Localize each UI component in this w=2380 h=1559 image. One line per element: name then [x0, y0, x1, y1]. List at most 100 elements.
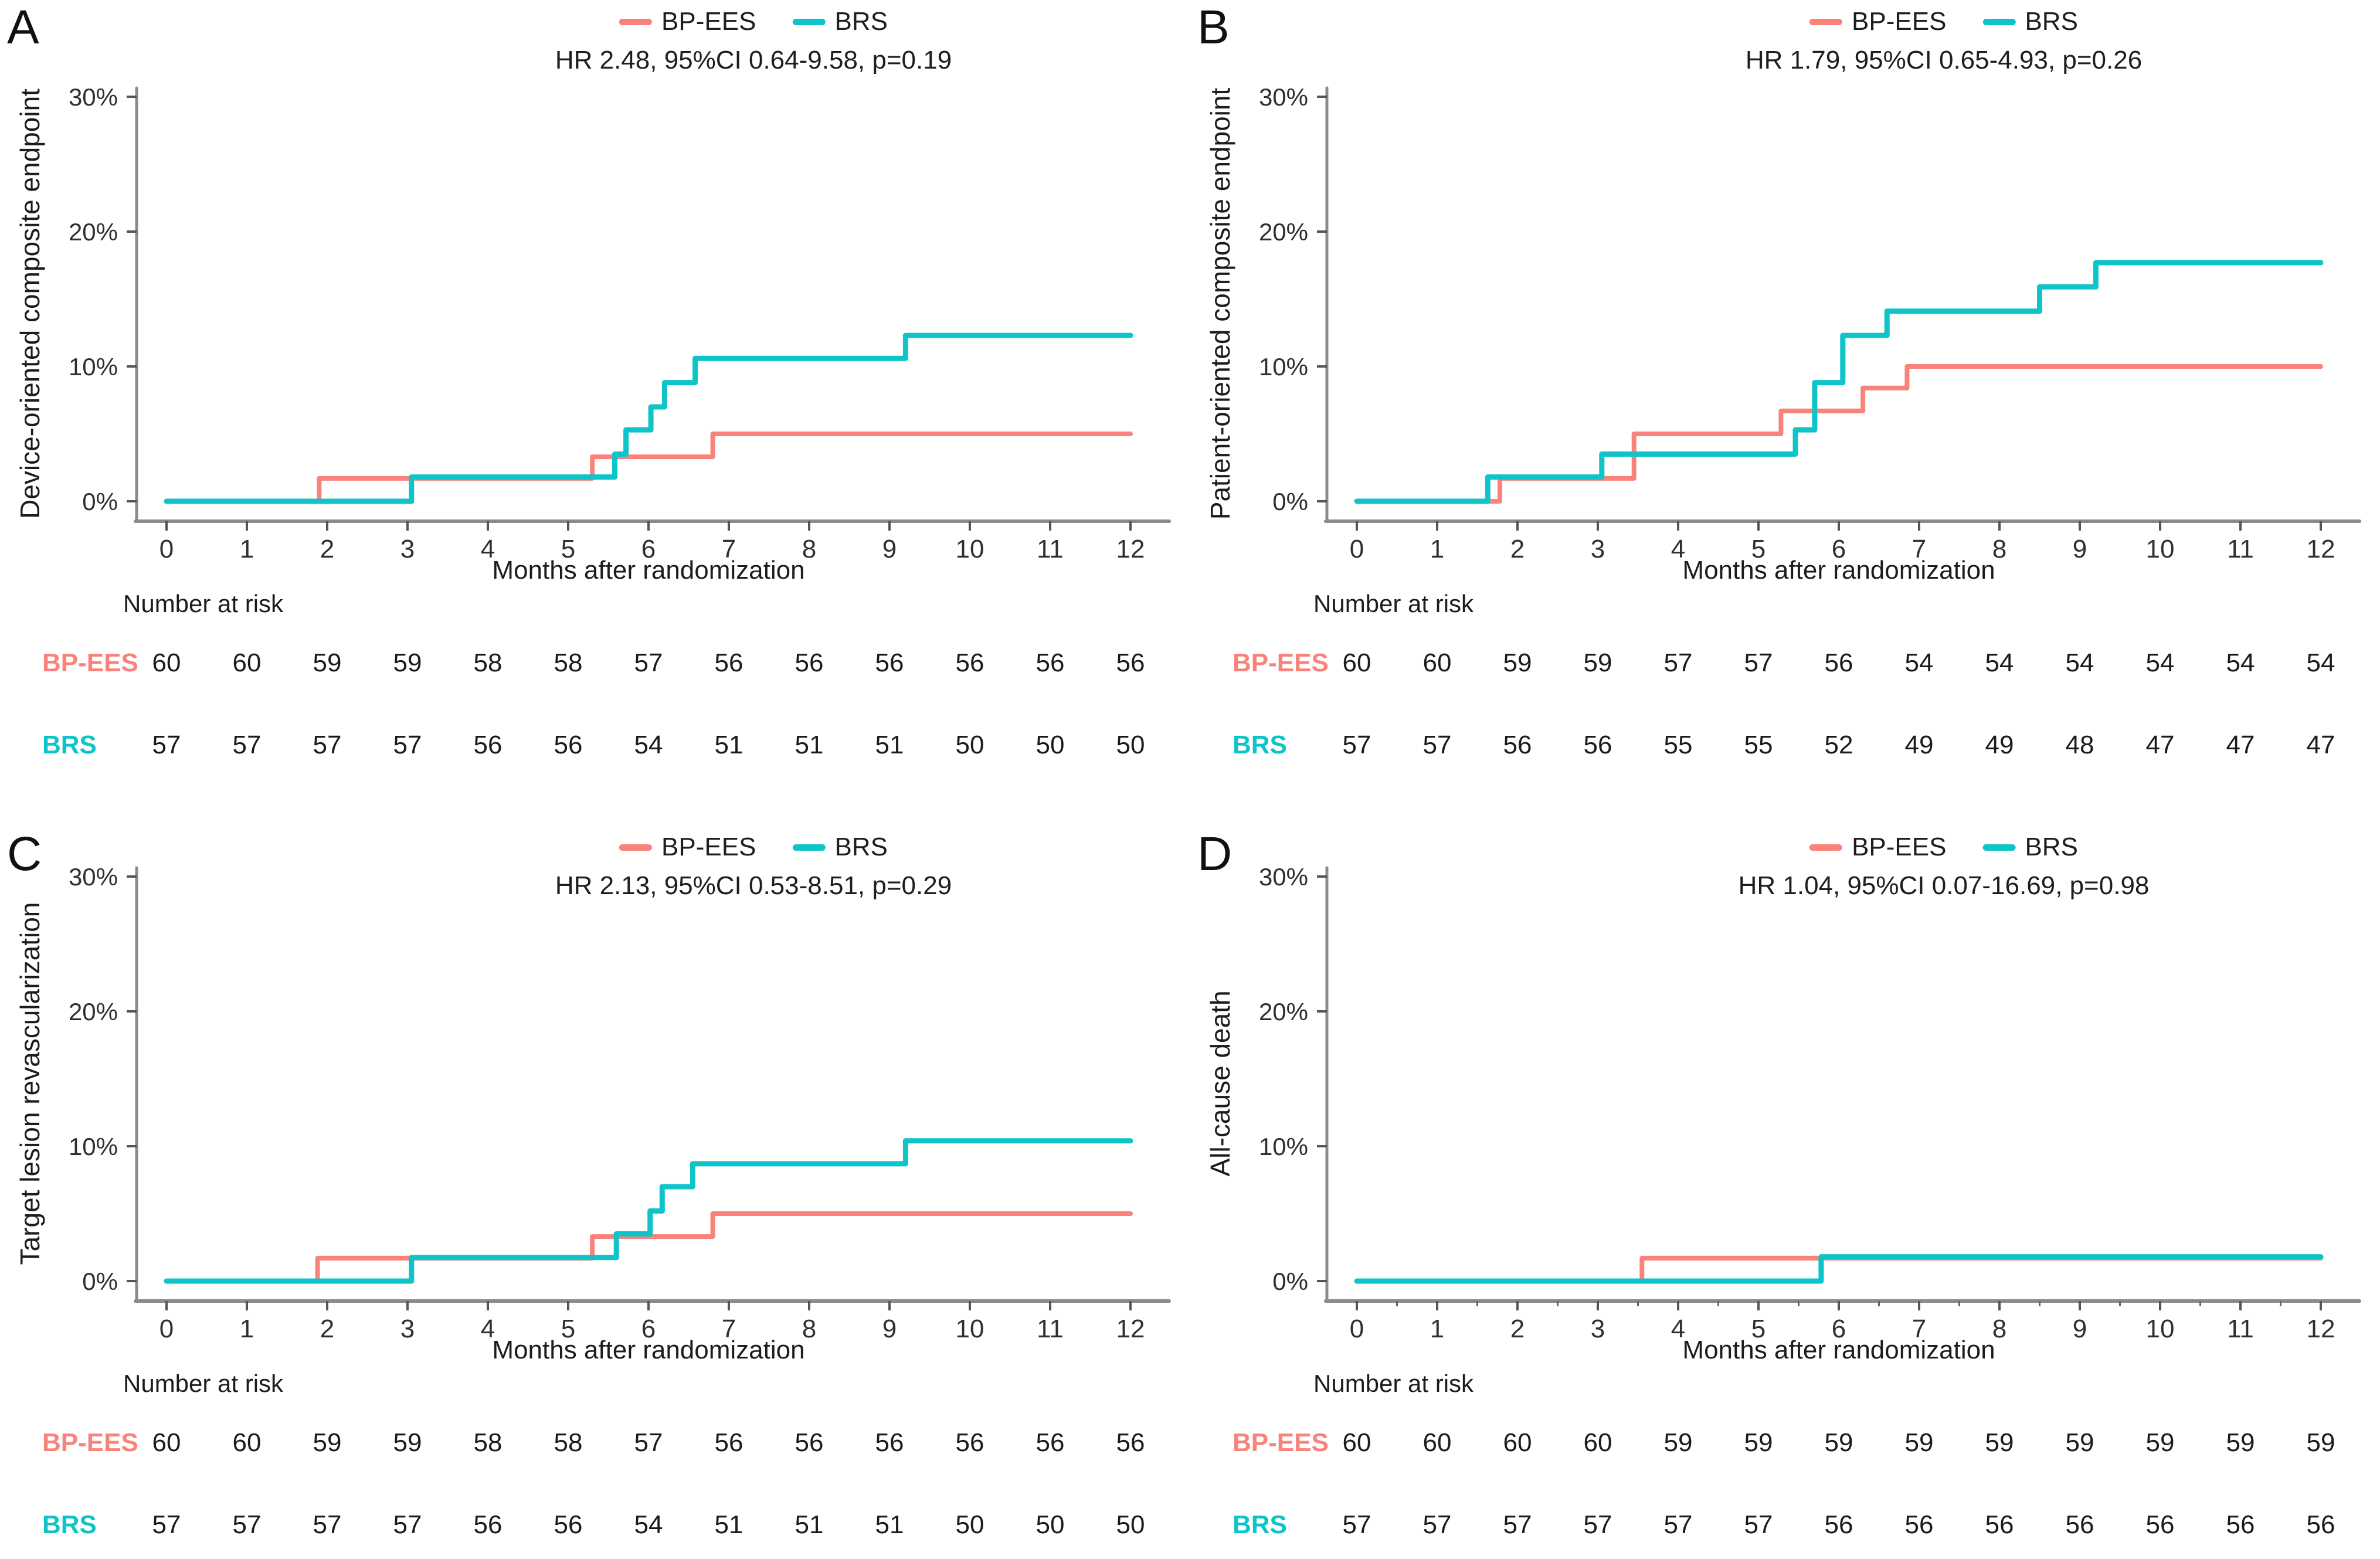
x-tick-label: 0 [159, 1315, 174, 1343]
risk-count: 56 [1824, 1510, 1853, 1539]
risk-count: 57 [1583, 1510, 1612, 1539]
risk-count: 49 [1985, 731, 2014, 759]
x-tick-label: 6 [641, 1315, 656, 1343]
panel-header: BP-EES BRS HR 1.04, 95%CI 0.07-16.69, p=… [1739, 833, 2150, 901]
risk-count: 59 [313, 648, 342, 677]
risk-count: 60 [1503, 1428, 1532, 1457]
km-plot: 0%10%20%30%0 1 2 3 4 5 6 7 8 9 10 11 12 [69, 83, 1171, 563]
risk-count: 56 [1116, 648, 1145, 677]
x-tick-label: 10 [2146, 535, 2175, 563]
brs-line-swatch-icon [792, 844, 826, 851]
x-tick-label: 6 [1832, 1315, 1846, 1343]
number-at-risk-title: Number at risk [1313, 1370, 1474, 1397]
risk-count: 50 [1116, 1510, 1145, 1539]
x-tick-label: 5 [561, 1315, 575, 1343]
risk-count: 56 [1824, 648, 1853, 677]
risk-count: 56 [955, 648, 984, 677]
risk-count: 57 [1663, 1510, 1693, 1539]
risk-count: 50 [1035, 1510, 1065, 1539]
x-tick-label: 7 [722, 535, 736, 563]
km-curve-bp-ees [1354, 364, 2323, 504]
km-curve-brs [164, 1138, 1133, 1284]
x-tick-label: 2 [1510, 1315, 1525, 1343]
x-tick-label: 11 [1037, 535, 1064, 563]
km-curve-bp-ees [164, 432, 1133, 504]
risk-count: 54 [634, 731, 663, 759]
legend: BP-EES BRS [1739, 833, 2150, 862]
x-tick-label: 12 [2307, 1315, 2335, 1343]
risk-count: 57 [1422, 731, 1452, 759]
x-tick-label: 2 [320, 535, 334, 563]
risk-row-brs: BRS 57 57 56 56 55 55 52 49 49 48 47 47 47 [1190, 731, 2380, 765]
risk-count: 51 [795, 731, 824, 759]
y-tick-label: 20% [1259, 218, 1308, 246]
y-tick-label: 20% [1259, 998, 1308, 1025]
y-tick-label: 30% [69, 83, 118, 111]
x-axis-title: Months after randomization [492, 556, 805, 585]
x-tick-label: 7 [722, 1315, 736, 1343]
y-tick-label: 30% [69, 863, 118, 891]
x-tick-label: 12 [1116, 1315, 1145, 1343]
x-tick-label: 9 [2073, 535, 2087, 563]
risk-count: 56 [2306, 1510, 2335, 1539]
risk-count: 54 [2065, 648, 2094, 677]
risk-count: 51 [714, 1510, 743, 1539]
risk-count: 55 [1663, 731, 1693, 759]
risk-count: 57 [1744, 648, 1773, 677]
risk-row-bp-ees: BP-EES 60 60 60 60 59 59 59 59 59 59 59 59 59 [1190, 1428, 2380, 1462]
legend-item-bp-ees: BP-EES [619, 7, 756, 36]
y-tick-label: 10% [1259, 353, 1308, 381]
risk-count: 51 [875, 731, 904, 759]
panel-label: C [7, 827, 42, 881]
hazard-ratio-annotation: HR 2.48, 95%CI 0.64-9.58, p=0.19 [555, 46, 952, 74]
legend-item-bp-ees: BP-EES [1809, 833, 1946, 862]
x-tick-label: 8 [802, 535, 816, 563]
number-at-risk-title: Number at risk [123, 1370, 284, 1397]
panel-label: B [1197, 1, 1230, 54]
risk-count: 59 [1663, 1428, 1693, 1457]
risk-count: 56 [2226, 1510, 2255, 1539]
risk-count: 59 [393, 648, 422, 677]
panel-label: A [7, 1, 39, 54]
x-tick-label: 0 [159, 535, 174, 563]
risk-count: 54 [1985, 648, 2014, 677]
km-plot: 0%10%20%30%0 1 2 3 4 5 6 7 8 9 10 11 12 [1259, 863, 2361, 1343]
risk-count: 54 [2226, 648, 2255, 677]
legend-item-brs: BRS [1982, 833, 2078, 862]
panel-header: BP-EES BRS HR 2.13, 95%CI 0.53-8.51, p=0… [555, 833, 952, 901]
risk-count: 56 [1035, 1428, 1065, 1457]
y-tick-label: 0% [1272, 1268, 1308, 1295]
risk-count: 57 [393, 1510, 422, 1539]
panel-a: A BP-EES BRS HR 2.48, 95%CI 0.64-9.58, p… [0, 0, 1190, 779]
legend: BP-EES BRS [555, 833, 952, 862]
risk-count: 50 [955, 1510, 984, 1539]
x-tick-label: 1 [1430, 1315, 1444, 1343]
legend-label: BP-EES [1852, 833, 1947, 861]
x-tick-label: 9 [882, 535, 897, 563]
risk-row-brs: BRS 57 57 57 57 56 56 54 51 51 51 50 50 50 [0, 1510, 1190, 1544]
x-tick-label: 3 [400, 535, 415, 563]
y-tick-label: 30% [1259, 83, 1308, 111]
risk-count: 56 [2065, 1510, 2094, 1539]
risk-count: 48 [2065, 731, 2094, 759]
x-tick-label: 5 [1751, 1315, 1766, 1343]
risk-count: 54 [2145, 648, 2175, 677]
risk-count: 57 [393, 731, 422, 759]
brs-line-swatch-icon [1982, 844, 2016, 851]
risk-count: 60 [1422, 1428, 1452, 1457]
x-tick-label: 7 [1912, 535, 1926, 563]
legend: BP-EES BRS [1746, 7, 2142, 36]
legend: BP-EES BRS [555, 7, 952, 36]
x-axis-title: Months after randomization [1682, 1336, 1995, 1364]
x-tick-label: 1 [1430, 535, 1444, 563]
x-tick-label: 11 [2227, 535, 2254, 563]
risk-count: 56 [1583, 731, 1612, 759]
x-tick-label: 3 [1591, 1315, 1605, 1343]
km-curve-bp-ees [164, 1211, 1133, 1283]
x-tick-label: 2 [1510, 535, 1525, 563]
risk-count: 52 [1824, 731, 1853, 759]
legend-label: BRS [2025, 7, 2078, 36]
x-tick-label: 9 [2073, 1315, 2087, 1343]
risk-count: 56 [795, 648, 824, 677]
